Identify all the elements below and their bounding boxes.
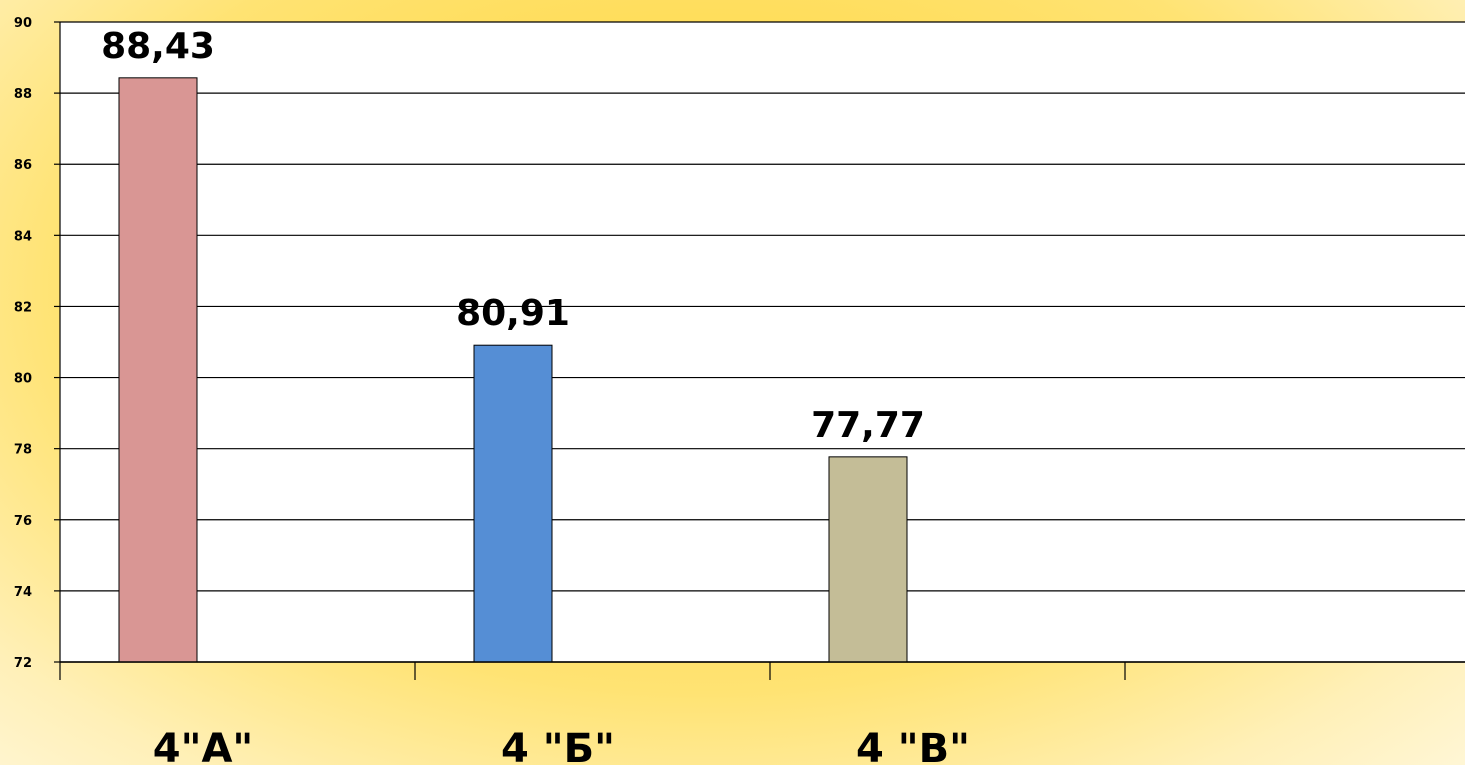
gridlines <box>60 21 1465 663</box>
data-label: 88,43 <box>101 26 215 67</box>
y-tick-label: 72 <box>14 656 32 671</box>
y-tick-label: 88 <box>14 87 32 102</box>
category-label: 4 "Б" <box>501 726 615 765</box>
y-tick-label: 80 <box>14 372 32 387</box>
y-tick-label: 76 <box>14 514 32 529</box>
y-tick-label: 90 <box>14 16 32 31</box>
data-label: 77,77 <box>811 405 925 446</box>
bar <box>828 456 908 663</box>
bar <box>473 344 553 663</box>
category-label: 4"А" <box>153 726 253 765</box>
x-axis <box>59 661 1465 680</box>
y-tick-label: 74 <box>14 585 32 600</box>
data-label: 80,91 <box>456 293 570 334</box>
y-axis-ticks: 72 74 76 78 80 82 84 86 88 90 <box>14 16 61 671</box>
bar <box>118 77 198 663</box>
data-labels: 88,43 80,91 77,77 <box>101 26 925 446</box>
plot-area <box>60 22 1465 662</box>
category-labels: 4"А" 4 "Б" 4 "В" <box>153 726 970 765</box>
y-tick-label: 78 <box>14 443 32 458</box>
bars <box>118 77 908 663</box>
y-tick-label: 82 <box>14 300 32 315</box>
category-label: 4 "В" <box>856 726 970 765</box>
y-tick-label: 84 <box>14 229 32 244</box>
y-tick-label: 86 <box>14 158 32 173</box>
